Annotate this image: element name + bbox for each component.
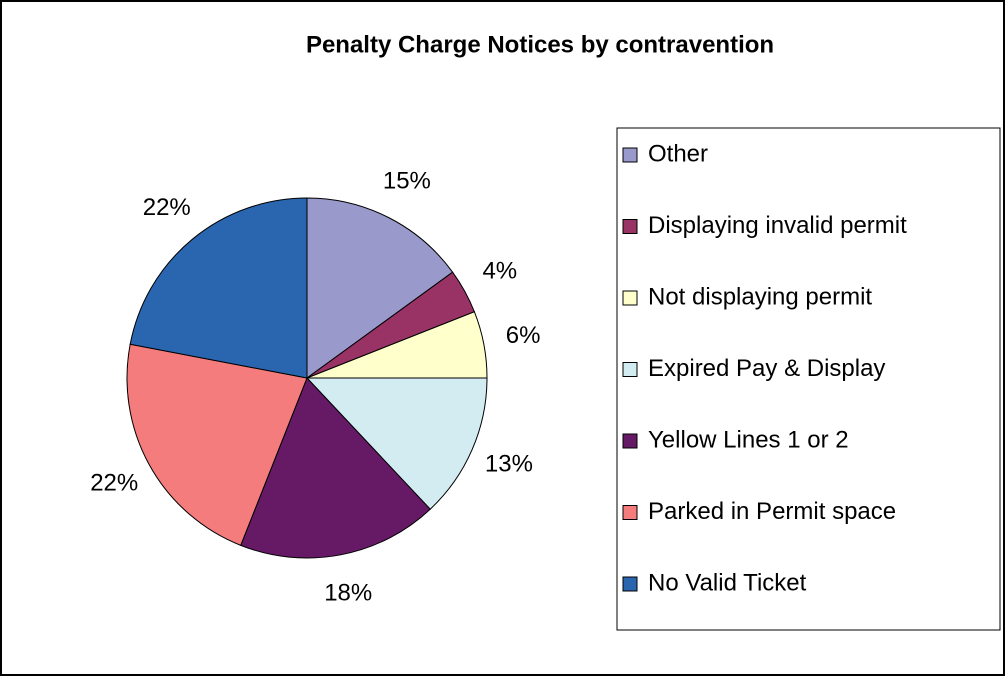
pie-slice xyxy=(305,377,488,510)
pie-slice xyxy=(126,343,308,547)
legend-label: No Valid Ticket xyxy=(648,569,807,596)
legend-label: Parked in Permit space xyxy=(648,498,896,525)
data-label: 6% xyxy=(506,322,541,349)
data-label: 22% xyxy=(143,194,191,221)
data-label: 13% xyxy=(485,451,533,478)
legend-swatch xyxy=(622,147,638,163)
legend-swatch xyxy=(622,219,638,234)
pie-slice xyxy=(129,197,308,379)
legend-label: Not displaying permit xyxy=(648,283,872,310)
legend-box xyxy=(616,127,1001,631)
chart-title: Penalty Charge Notices by contravention xyxy=(306,31,774,58)
legend-swatch xyxy=(622,433,638,449)
legend-swatch xyxy=(622,505,638,520)
legend-label: Expired Pay & Display xyxy=(648,355,885,382)
legend-swatch xyxy=(622,576,638,592)
data-label: 4% xyxy=(482,257,517,284)
legend-label: Displaying invalid permit xyxy=(648,212,907,239)
legend-label: Yellow Lines 1 or 2 xyxy=(648,426,849,453)
pie-slice xyxy=(306,197,454,379)
legend-swatch xyxy=(622,290,638,306)
pie-slice xyxy=(240,377,431,559)
legend-swatch xyxy=(622,362,638,377)
data-label: 22% xyxy=(90,469,138,496)
data-label: 18% xyxy=(324,579,372,606)
data-label: 15% xyxy=(383,167,431,194)
legend-label: Other xyxy=(648,140,708,167)
